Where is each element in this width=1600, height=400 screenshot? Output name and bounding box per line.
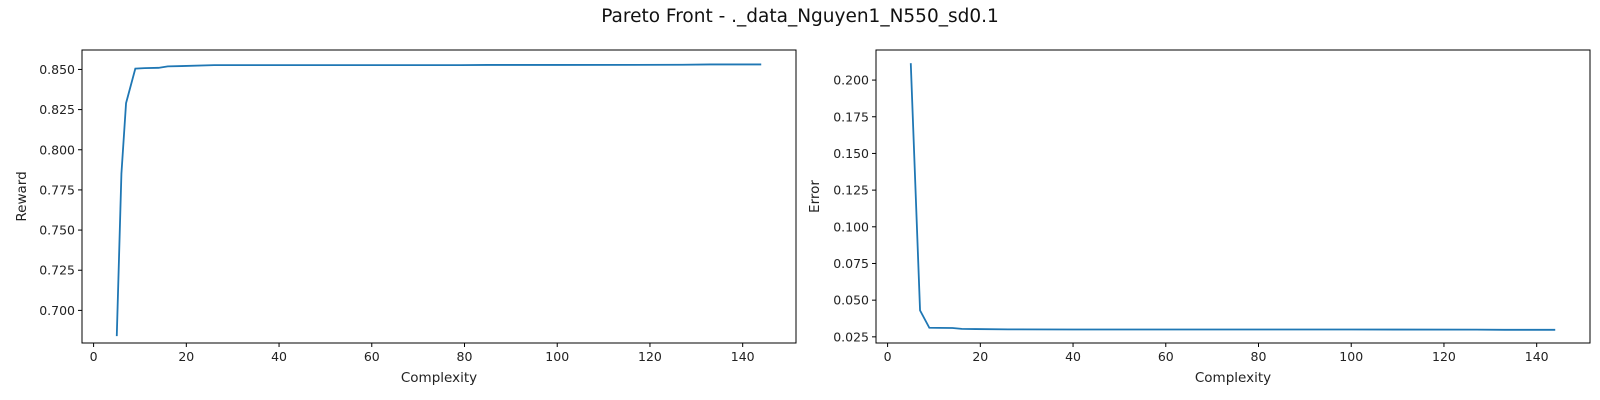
right-x-tick-label: 0 bbox=[884, 349, 892, 364]
left-y-tick-label: 0.725 bbox=[39, 263, 75, 278]
error-line bbox=[909, 63, 1556, 331]
right-x-tick-label: 40 bbox=[1065, 349, 1081, 364]
left-x-tick-label: 0 bbox=[90, 349, 98, 364]
right-y-tick-label: 0.025 bbox=[833, 329, 869, 344]
right-plot-area bbox=[875, 49, 1591, 344]
left-x-tick-label: 120 bbox=[638, 349, 662, 364]
left-x-tick-label: 40 bbox=[271, 349, 287, 364]
right-x-tick-label: 80 bbox=[1251, 349, 1267, 364]
left-y-tick-label: 0.700 bbox=[39, 303, 75, 318]
right-y-axis-label: Error bbox=[807, 180, 823, 213]
left-plot-area bbox=[81, 49, 797, 344]
right-y-tick-label: 0.050 bbox=[833, 293, 869, 308]
right-x-tick-label: 120 bbox=[1432, 349, 1456, 364]
left-y-tick-label: 0.750 bbox=[39, 223, 75, 238]
left-x-axis-label: Complexity bbox=[401, 370, 477, 386]
left-y-tick-label: 0.800 bbox=[39, 142, 75, 157]
right-x-tick-label: 100 bbox=[1339, 349, 1363, 364]
left-x-tick-label: 60 bbox=[364, 349, 380, 364]
right-x-tick-label: 20 bbox=[972, 349, 988, 364]
left-x-tick-label: 80 bbox=[457, 349, 473, 364]
left-x-tick-label: 100 bbox=[545, 349, 569, 364]
right-y-tick-label: 0.150 bbox=[833, 146, 869, 161]
right-chart: 0.025 0.050 0.075 0.100 0.125 0.150 0.175 0.200… bbox=[807, 49, 1591, 386]
right-y-tick-label: 0.175 bbox=[833, 109, 869, 124]
right-y-tick-label: 0.200 bbox=[833, 73, 869, 88]
right-x-axis-label: Complexity bbox=[1195, 370, 1271, 386]
right-x-tick-label: 140 bbox=[1525, 349, 1549, 364]
left-y-tick-label: 0.850 bbox=[39, 62, 75, 77]
right-y-tick-label: 0.125 bbox=[833, 183, 869, 198]
left-y-tick-label: 0.825 bbox=[39, 102, 75, 117]
right-x-tick-label: 60 bbox=[1158, 349, 1174, 364]
reward-line bbox=[115, 63, 762, 337]
left-y-axis-label: Reward bbox=[14, 171, 30, 221]
right-y-tick-label: 0.075 bbox=[833, 256, 869, 271]
right-y-tick-label: 0.100 bbox=[833, 219, 869, 234]
left-chart: 0.700 0.725 0.750 0.775 0.800 0.825 0.850 0 20 4… bbox=[14, 49, 797, 386]
figure-title: Pareto Front - ._data_Nguyen1_N550_sd0.1 bbox=[601, 6, 999, 27]
right-x-ticks: 0 20 40 60 80 100 120 140 bbox=[884, 343, 1549, 364]
left-x-tick-label: 20 bbox=[178, 349, 194, 364]
left-y-tick-label: 0.775 bbox=[39, 182, 75, 197]
left-y-ticks: 0.700 0.725 0.750 0.775 0.800 0.825 0.850 bbox=[39, 62, 82, 318]
left-x-ticks: 0 20 40 60 80 100 120 140 bbox=[90, 343, 755, 364]
right-y-ticks: 0.025 0.050 0.075 0.100 0.125 0.150 0.175 0.200 bbox=[833, 73, 876, 344]
left-x-tick-label: 140 bbox=[731, 349, 755, 364]
